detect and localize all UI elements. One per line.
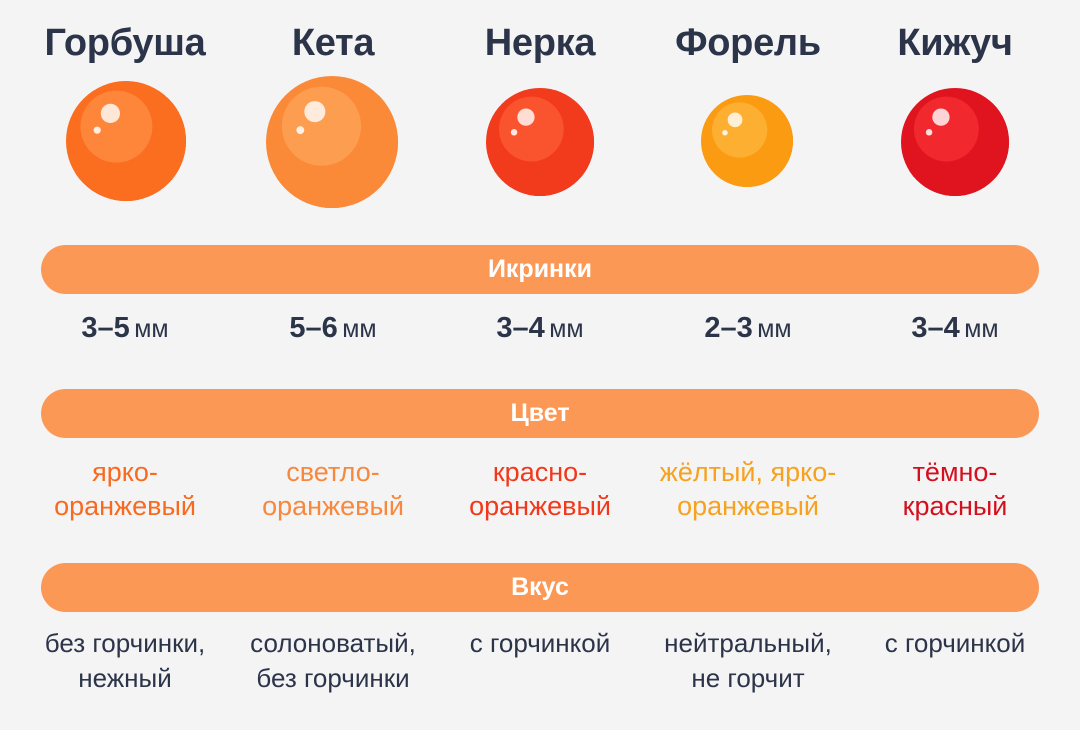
color-line: ярко- <box>92 457 158 487</box>
taste-desc-kizhuch: с горчинкой <box>847 626 1063 661</box>
size-value: 3–4 <box>496 312 545 344</box>
fish-name-keta: Кета <box>291 22 375 64</box>
size-forel: 2–3 мм <box>640 309 856 352</box>
size-value: 3–4 <box>911 312 960 344</box>
egg-nerka-icon <box>486 88 594 196</box>
fish-name-gorbusha: Горбуша <box>44 22 206 64</box>
size-unit: мм <box>549 315 584 343</box>
size-keta: 5–6 мм <box>225 309 441 352</box>
color-line: красно- <box>492 457 588 487</box>
size-value: 5–6 <box>289 312 338 344</box>
color-line: светло- <box>286 457 380 487</box>
color-desc-nerka: красно-оранжевый <box>432 455 648 523</box>
color-desc-gorbusha: ярко-оранжевый <box>17 455 233 523</box>
eggs-section-header: Икринки <box>41 245 1039 294</box>
taste-line: без горчинки, <box>44 628 206 658</box>
taste-desc-keta: солоноватый, без горчинки <box>225 626 441 696</box>
size-unit: мм <box>964 315 999 343</box>
taste-desc-gorbusha: без горчинки, нежный <box>17 626 233 696</box>
size-kizhuch: 3–4 мм <box>847 309 1063 352</box>
color-line: оранжевый <box>54 491 196 521</box>
egg-keta-icon <box>266 76 398 208</box>
color-line: жёлтый, ярко- <box>659 457 837 487</box>
size-value: 2–3 <box>704 312 753 344</box>
color-line: оранжевый <box>677 491 819 521</box>
egg-kizhuch-icon <box>901 88 1009 196</box>
color-line: красный <box>902 491 1008 521</box>
size-unit: мм <box>342 315 377 343</box>
taste-desc-nerka: с горчинкой <box>432 626 648 661</box>
egg-gorbusha-icon <box>66 81 186 201</box>
size-nerka: 3–4 мм <box>432 309 648 352</box>
color-desc-keta: светло-оранжевый <box>225 455 441 523</box>
color-line: оранжевый <box>262 491 404 521</box>
color-line: оранжевый <box>469 491 611 521</box>
taste-line: нежный <box>78 663 172 693</box>
taste-line: нейтральный, <box>664 628 832 658</box>
taste-line: солоноватый, <box>250 628 416 658</box>
taste-section-header: Вкус <box>41 563 1039 612</box>
taste-line: не горчит <box>691 663 805 693</box>
fish-name-forel: Форель <box>675 22 821 64</box>
size-unit: мм <box>134 315 169 343</box>
fish-name-nerka: Нерка <box>484 22 596 64</box>
size-value: 3–5 <box>81 312 130 344</box>
color-section-header: Цвет <box>41 389 1039 438</box>
size-gorbusha: 3–5 мм <box>17 309 233 352</box>
taste-line: без горчинки <box>256 663 410 693</box>
fish-name-kizhuch: Кижуч <box>897 22 1013 64</box>
color-desc-kizhuch: тёмно-красный <box>847 455 1063 523</box>
color-line: тёмно- <box>912 457 998 487</box>
taste-line: с горчинкой <box>469 628 611 658</box>
color-desc-forel: жёлтый, ярко-оранжевый <box>640 455 856 523</box>
taste-desc-forel: нейтральный, не горчит <box>640 626 856 696</box>
size-unit: мм <box>757 315 792 343</box>
egg-forel-icon <box>701 95 793 187</box>
taste-line: с горчинкой <box>884 628 1026 658</box>
